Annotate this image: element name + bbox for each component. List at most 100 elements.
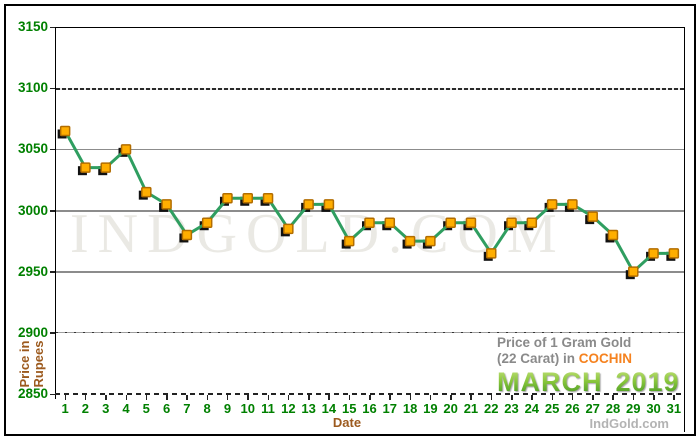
y-tick (50, 87, 55, 90)
x-tick-label-19: 19 (423, 401, 438, 416)
x-tick (632, 395, 635, 400)
x-tick (267, 395, 270, 400)
x-tick-label-5: 5 (142, 401, 150, 416)
y-tick-label-2900: 2900 (17, 324, 48, 340)
x-tick-label-16: 16 (362, 401, 377, 416)
x-tick-label-31: 31 (666, 401, 682, 416)
data-point-day-7 (181, 229, 193, 241)
title-line-1: Price of 1 Gram Gold (497, 335, 632, 350)
x-tick (612, 395, 614, 400)
x-tick-label-8: 8 (203, 401, 211, 416)
x-axis-title: Date (332, 415, 362, 430)
x-tick-label-1: 1 (61, 401, 69, 416)
data-point-day-13 (303, 199, 314, 210)
chart-title-block: Price of 1 Gram Gold (22 Carat) in COCHI… (497, 335, 680, 396)
x-tick-label-20: 20 (443, 401, 458, 416)
y-tick-label-3050: 3050 (17, 141, 48, 157)
x-tick-label-22: 22 (484, 401, 499, 416)
title-month: MARCH (497, 367, 603, 397)
x-tick (105, 395, 107, 400)
x-tick (348, 395, 351, 400)
x-tick (511, 395, 513, 400)
data-point-day-14 (323, 199, 335, 210)
x-tick-label-21: 21 (463, 401, 479, 416)
data-point-day-24 (526, 217, 538, 228)
x-tick (226, 395, 229, 400)
data-point-day-18 (404, 235, 416, 247)
data-point-day-20 (445, 217, 456, 228)
y-tick-label-2850: 2850 (17, 386, 48, 401)
x-tick (308, 395, 310, 400)
data-point-day-27 (587, 211, 598, 222)
data-point-day-16 (364, 217, 375, 228)
title-line-2: (22 Carat) in COCHIN (497, 351, 680, 367)
x-tick-label-3: 3 (102, 401, 110, 416)
x-tick (186, 395, 188, 400)
data-point-day-5 (141, 186, 152, 198)
y-axis-title-line-2: Rupees (31, 340, 46, 388)
data-point-day-8 (201, 217, 213, 228)
y-tick-label-3100: 3100 (17, 80, 48, 96)
title-month-year: MARCH 2019 (497, 368, 680, 396)
y-tick (50, 210, 55, 212)
gridline-2900 (56, 332, 684, 334)
data-point-day-22 (485, 248, 497, 259)
data-point-day-1 (59, 125, 71, 137)
x-tick-label-2: 2 (81, 401, 90, 416)
x-tick-label-14: 14 (321, 401, 337, 416)
data-point-day-19 (425, 235, 436, 247)
x-tick-label-7: 7 (183, 401, 191, 416)
x-tick (531, 395, 533, 400)
y-tick (50, 26, 55, 28)
x-tick (125, 395, 128, 400)
x-tick-label-4: 4 (122, 401, 130, 416)
x-tick (551, 395, 554, 400)
data-point-day-25 (546, 199, 558, 210)
x-tick (206, 395, 209, 400)
gridline-3000 (56, 210, 684, 212)
chart-outer-border (4, 4, 696, 436)
title-line-2-prefix: (22 Carat) in (497, 351, 579, 366)
price-line (63, 129, 676, 274)
y-axis-title-line-1: Price in (17, 340, 32, 388)
x-tick-label-13: 13 (301, 401, 316, 416)
x-tick (429, 395, 432, 400)
x-axis-line (55, 393, 684, 395)
gridline-3100 (56, 87, 684, 90)
x-tick (673, 395, 675, 400)
y-tick (50, 148, 55, 151)
x-tick (409, 395, 412, 400)
y-tick (50, 271, 55, 273)
x-tick-label-10: 10 (240, 401, 255, 416)
gridline-3050 (56, 148, 684, 151)
y-tick (50, 393, 55, 395)
data-point-day-11 (262, 193, 274, 204)
y-axis-title: Price in Rupees (17, 334, 48, 394)
watermark-text: IndGold.com (70, 203, 566, 265)
data-point-day-3 (100, 162, 111, 173)
x-tick (470, 395, 472, 400)
x-tick (145, 395, 148, 400)
x-tick-label-12: 12 (281, 401, 296, 416)
x-tick-label-25: 25 (544, 401, 560, 416)
x-tick-label-18: 18 (402, 401, 418, 416)
data-point-day-6 (161, 199, 172, 210)
y-tick-label-2950: 2950 (17, 263, 48, 279)
x-tick (64, 395, 67, 400)
plot-top-border (55, 27, 685, 28)
y-tick-label-3150: 3150 (17, 19, 48, 34)
y-axis-line (55, 27, 56, 399)
x-tick (166, 395, 168, 400)
data-point-day-10 (242, 193, 254, 204)
x-tick (287, 395, 290, 400)
brand-credit: IndGold.com (589, 416, 669, 431)
title-city: COCHIN (578, 351, 633, 366)
x-tick (490, 395, 493, 400)
x-tick (369, 395, 371, 400)
x-tick-label-11: 11 (261, 401, 275, 416)
x-tick-label-15: 15 (341, 401, 357, 416)
data-point-day-29 (628, 266, 639, 277)
x-tick-label-30: 30 (646, 401, 661, 416)
data-point-day-15 (343, 235, 355, 247)
